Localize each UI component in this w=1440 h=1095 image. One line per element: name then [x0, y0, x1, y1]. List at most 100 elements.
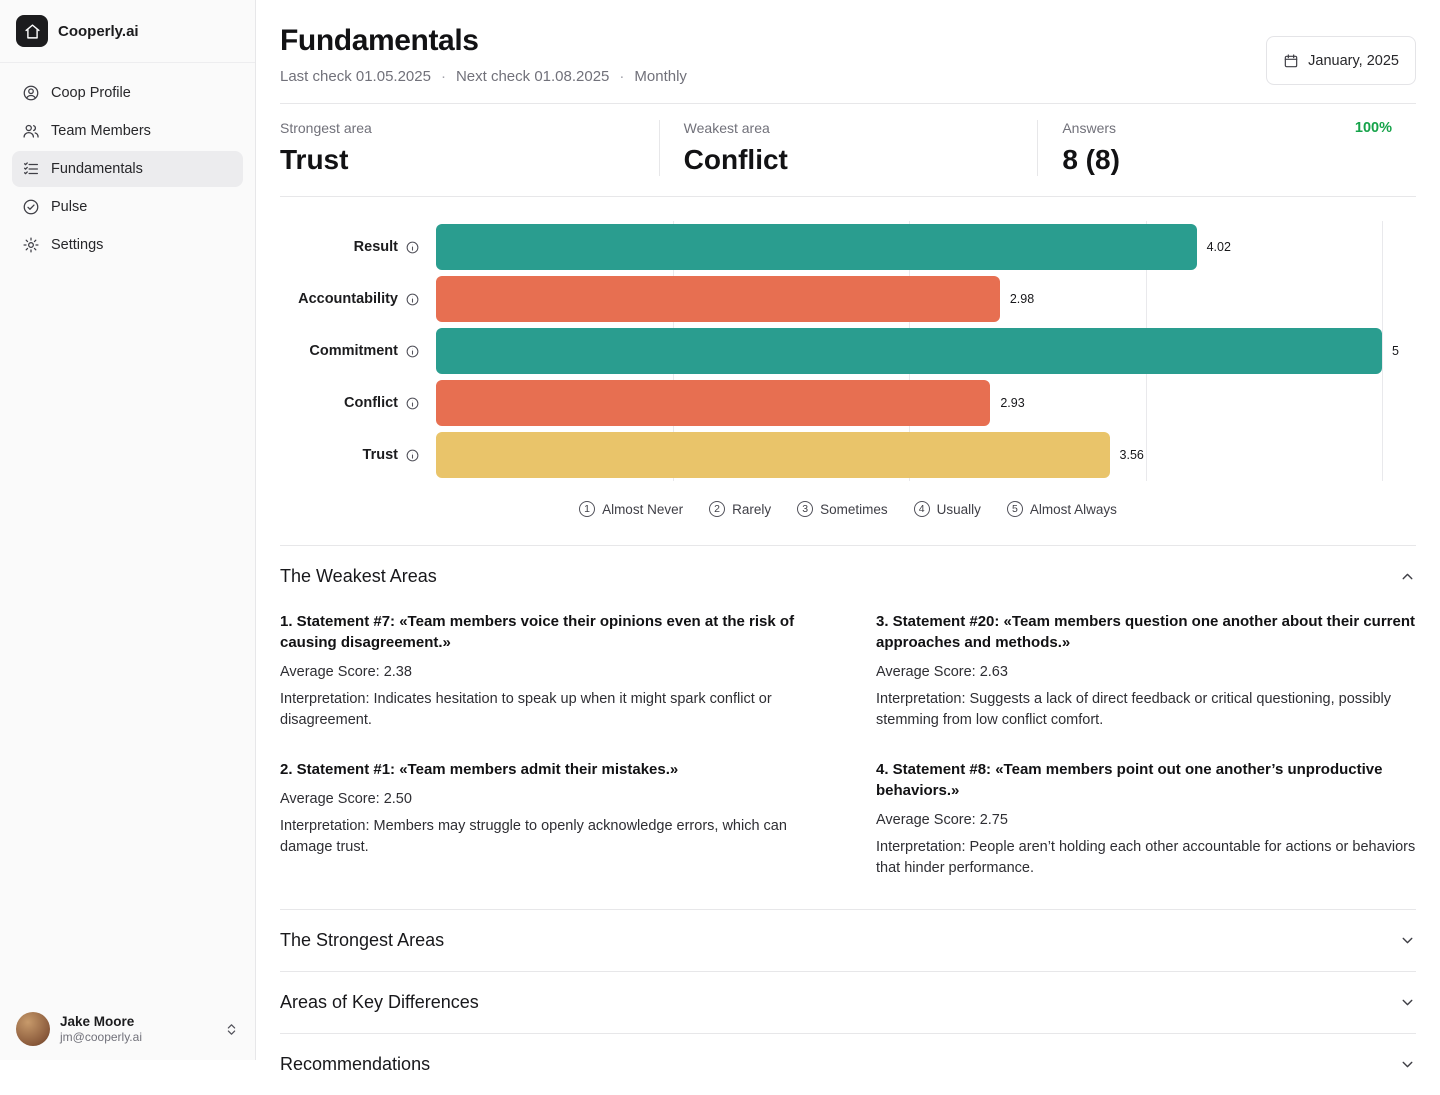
statement-interpretation: Interpretation: Indicates hesitation to …	[280, 691, 772, 729]
statement-interpretation: Interpretation: Suggests a lack of direc…	[876, 691, 1392, 729]
chart-scale-legend: 1 Almost Never 2 Rarely 3 Sometimes 4 Usually 5 A…	[280, 481, 1416, 545]
bar-value: 4.02	[1206, 240, 1231, 254]
chart-plot: 5	[436, 325, 1399, 377]
legend-number: 5	[1006, 501, 1023, 517]
section-weakest-areas: The Weakest Areas 1. Statement #7: «Team…	[280, 545, 1416, 909]
bar-trust	[436, 432, 1110, 478]
statement-score: Average Score: 2.75	[876, 812, 1008, 829]
date-picker-button[interactable]: January, 2025	[1266, 36, 1416, 85]
section-header-recommendations[interactable]: Recommendations	[280, 1034, 1416, 1095]
stat-label: Strongest area	[280, 120, 372, 136]
section-header-areas-of-key-differences[interactable]: Areas of Key Differences	[280, 972, 1416, 1033]
stat-weakest-area: Weakest area Conflict	[658, 120, 1038, 176]
unfold-more-icon[interactable]	[224, 1022, 239, 1037]
bar-value: 3.56	[1119, 448, 1144, 462]
calendar-icon	[1283, 53, 1299, 69]
section-areas-of-key-differences: Areas of Key Differences	[280, 971, 1416, 1033]
brand[interactable]: Cooperly.ai	[0, 0, 255, 63]
user-email: jm@cooperly.ai	[60, 1030, 142, 1044]
stat-value: Trust	[280, 144, 349, 175]
sidebar-item-label: Coop Profile	[51, 85, 131, 101]
sidebar-item-pulse[interactable]: Pulse	[12, 189, 243, 225]
section-title: The Weakest Areas	[280, 566, 437, 586]
sidebar-item-label: Fundamentals	[51, 161, 143, 177]
statement-card: 1. Statement #7: «Team members voice the…	[280, 611, 820, 731]
chart-plot: 2.93	[436, 377, 1382, 429]
chevron-down-icon[interactable]	[1399, 1056, 1416, 1073]
chart-plot: 3.56	[436, 429, 1382, 481]
legend-item-sometimes: 3 Sometimes	[797, 501, 888, 517]
chart-row-commitment: Commitment 5	[280, 325, 1416, 377]
user-name: Jake Moore	[60, 1014, 135, 1029]
meta-separator: ·	[619, 68, 625, 85]
user-menu[interactable]: Jake Moore jm@cooperly.ai	[0, 998, 255, 1060]
legend-label: Rarely	[732, 501, 772, 517]
sidebar-item-settings[interactable]: Settings	[12, 227, 243, 263]
bar-value: 2.98	[1009, 292, 1035, 306]
statement-interpretation: Interpretation: Members may struggle to …	[280, 818, 787, 856]
sidebar-item-fundamentals[interactable]: Fundamentals	[12, 151, 243, 187]
info-icon[interactable]	[405, 344, 420, 359]
legend-label: Almost Never	[602, 501, 684, 517]
bar-commitment	[436, 328, 1382, 374]
legend-number: 3	[797, 501, 814, 517]
frequency: Monthly	[634, 68, 687, 85]
checklist-icon	[22, 160, 40, 178]
chart-row-result: Result 4.02	[280, 221, 1416, 273]
legend-item-usually: 4 Usually	[913, 501, 981, 517]
stat-value: Conflict	[683, 144, 788, 175]
category-label: Trust	[362, 447, 398, 463]
meta-separator: ·	[440, 68, 446, 85]
avatar	[16, 1012, 50, 1046]
main-content: Fundamentals Last check 01.05.2025 · Nex…	[256, 0, 1440, 1074]
next-check: Next check 01.08.2025	[455, 68, 610, 85]
info-icon[interactable]	[405, 396, 420, 411]
gridline	[1382, 221, 1383, 481]
chevron-down-icon[interactable]	[1399, 994, 1416, 1011]
sidebar-item-coop-profile[interactable]: Coop Profile	[12, 75, 243, 111]
stats-row: Strongest area Trust Weakest area Conflict A…	[280, 104, 1416, 196]
chevron-up-icon[interactable]	[1399, 568, 1416, 585]
category-label: Conflict	[344, 395, 398, 411]
weakest-areas-header[interactable]: The Weakest Areas	[280, 546, 1416, 607]
statement-title: 1. Statement #7: «Team members voice the…	[280, 613, 795, 651]
section-title: Recommendations	[280, 1054, 431, 1075]
statement-title: 4. Statement #8: «Team members point out…	[876, 761, 1383, 800]
check-circle-icon	[22, 198, 40, 216]
info-icon[interactable]	[405, 448, 420, 463]
info-icon[interactable]	[405, 292, 420, 307]
stat-answers: Answers 100% 8 (8)	[1037, 120, 1416, 176]
divider	[280, 196, 1416, 197]
fundamentals-bar-chart: Result 4.02 Accountability 2.98 Commitment 5 C…	[280, 197, 1416, 545]
sidebar-nav: Coop Profile Team Members Fundamentals Puls…	[0, 63, 255, 275]
page-title: Fundamentals	[280, 24, 479, 57]
section-header-the-strongest-areas[interactable]: The Strongest Areas	[280, 910, 1416, 971]
page-meta: Last check 01.05.2025 · Next check 01.08…	[280, 68, 687, 85]
user-circle-icon	[22, 84, 40, 102]
home-logo-icon	[16, 15, 48, 47]
legend-number: 1	[579, 501, 596, 517]
sidebar: Cooperly.ai Coop Profile Team Members Fund…	[0, 0, 256, 1060]
statement-card: 3. Statement #20: «Team members question…	[876, 611, 1416, 731]
info-icon[interactable]	[405, 240, 420, 255]
statement-title: 3. Statement #20: «Team members question…	[876, 613, 1416, 651]
sidebar-item-label: Pulse	[51, 199, 88, 215]
stat-label: Answers	[1062, 120, 1117, 136]
last-check: Last check 01.05.2025	[280, 68, 431, 85]
legend-number: 4	[913, 501, 930, 517]
statement-score: Average Score: 2.38	[280, 664, 412, 680]
chart-row-accountability: Accountability 2.98	[280, 273, 1416, 325]
date-picker-label: January, 2025	[1308, 52, 1399, 69]
statement-card: 4. Statement #8: «Team members point out…	[876, 759, 1416, 879]
legend-label: Usually	[936, 501, 981, 517]
bar-result	[436, 224, 1197, 270]
chart-plot: 2.98	[436, 273, 1382, 325]
section-the-strongest-areas: The Strongest Areas	[280, 909, 1416, 971]
sidebar-item-team-members[interactable]: Team Members	[12, 113, 243, 149]
statement-interpretation: Interpretation: People aren’t holding ea…	[876, 839, 1416, 877]
legend-label: Almost Always	[1029, 501, 1117, 517]
statement-title: 2. Statement #1: «Team members admit the…	[280, 761, 679, 779]
chevron-down-icon[interactable]	[1399, 932, 1416, 949]
chart-plot: 4.02	[436, 221, 1382, 273]
